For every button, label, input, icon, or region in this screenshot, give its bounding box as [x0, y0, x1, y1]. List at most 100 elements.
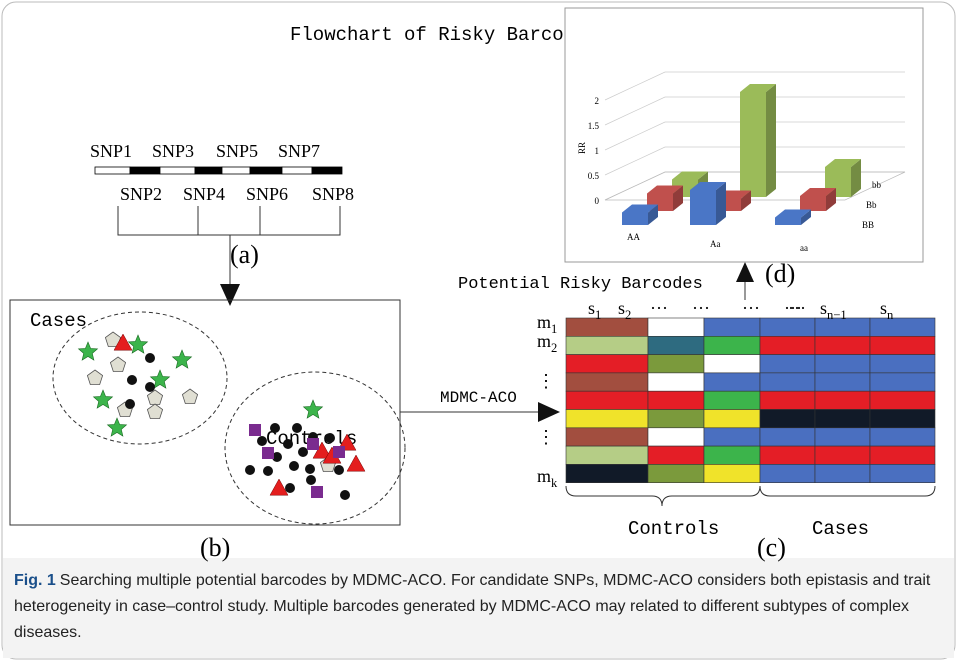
x-tick-label: AA: [627, 232, 640, 242]
column-label-main: ···: [692, 298, 710, 318]
bar-front: [800, 196, 826, 211]
y-tick-label: 0: [595, 196, 600, 206]
column-label-main: s: [820, 298, 827, 318]
panel-label: (d): [765, 259, 795, 288]
column-label-main: ···: [742, 298, 760, 318]
barcode-cell: [704, 428, 760, 446]
snp-segment: [312, 167, 342, 174]
barcode-cell: [704, 464, 760, 482]
column-label-main: s: [618, 298, 625, 318]
dot: [283, 439, 293, 449]
barcode-cell: [566, 410, 648, 428]
snp-label: SNP6: [246, 184, 288, 204]
dot: [334, 465, 344, 475]
column-label: ···: [788, 298, 806, 318]
barcode-cell: [815, 446, 870, 464]
y-tick-label: 2: [595, 96, 600, 106]
snp-segment: [160, 167, 195, 174]
barcode-cell: [566, 391, 648, 409]
row-label-sub: k: [551, 476, 558, 490]
bar-side: [766, 84, 776, 197]
barcode-cell: [760, 336, 815, 354]
y-tick-label: 0.5: [588, 171, 600, 181]
diagram: Flowchart of Risky Barcode analysis SNP1…: [0, 0, 958, 662]
barcode-cell: [704, 410, 760, 428]
barcode-cell: [704, 373, 760, 391]
barcode-cell: [566, 336, 648, 354]
dot: [145, 353, 155, 363]
barcode-cell: [760, 373, 815, 391]
barcode-cell: [648, 446, 704, 464]
snp-segment: [195, 167, 222, 174]
barcode-cell: [648, 391, 704, 409]
barcode-cell: [870, 355, 935, 373]
snp-label: SNP5: [216, 141, 258, 161]
barcode-cell: [760, 464, 815, 482]
dot: [245, 465, 255, 475]
barcode-cell: [648, 336, 704, 354]
depth-label: Bb: [866, 200, 877, 210]
row-label: ⋮: [537, 427, 555, 447]
dot: [306, 475, 316, 485]
dot: [270, 423, 280, 433]
barcode-cell: [870, 336, 935, 354]
x-tick-label: aa: [800, 243, 808, 253]
barcode-cell: [566, 373, 648, 391]
barcode-cell: [815, 355, 870, 373]
method-label: MDMC-ACO: [440, 389, 517, 407]
column-label-sub: n−1: [827, 308, 847, 322]
barcode-cell: [566, 428, 648, 446]
depth-label: bb: [872, 180, 882, 190]
barcode-cell: [815, 410, 870, 428]
barcode-cell: [760, 410, 815, 428]
barcode-cell: [870, 391, 935, 409]
dot: [305, 464, 315, 474]
snp-label: SNP7: [278, 141, 320, 161]
barcode-cell: [870, 428, 935, 446]
column-label: ···: [692, 298, 710, 318]
barcode-cell: [815, 428, 870, 446]
square: [333, 446, 345, 458]
snp-segment: [95, 167, 130, 174]
snp-label: SNP8: [312, 184, 354, 204]
depth-label: BB: [862, 220, 874, 230]
row-label-sub: 2: [551, 341, 557, 355]
bar-front: [775, 218, 801, 226]
group-label: Cases: [812, 518, 869, 540]
panel-label: (b): [200, 533, 230, 562]
snp-segment: [282, 167, 312, 174]
barcode-cell: [648, 428, 704, 446]
caption: Fig. 1Searching multiple potential barco…: [14, 568, 939, 646]
column-label-main: s: [588, 298, 595, 318]
dot: [325, 433, 335, 443]
row-label-main: m: [537, 312, 551, 332]
barcode-cell: [815, 336, 870, 354]
snp-segment: [222, 167, 250, 174]
column-label-main: s: [880, 298, 887, 318]
barcode-cell: [815, 464, 870, 482]
snp-segment: [250, 167, 282, 174]
column-label: ···: [742, 298, 760, 318]
barcode-cell: [870, 464, 935, 482]
column-label: ···: [650, 298, 668, 318]
barcode-cell: [760, 428, 815, 446]
barcode-cell: [870, 373, 935, 391]
barcode-cell: [704, 355, 760, 373]
square: [307, 438, 319, 450]
dot: [257, 436, 267, 446]
snp-label: SNP3: [152, 141, 194, 161]
square: [249, 424, 261, 436]
y-tick-label: 1.5: [588, 121, 600, 131]
barcode-cell: [760, 355, 815, 373]
column-label-main: ···: [650, 298, 668, 318]
dot: [263, 466, 273, 476]
dot: [340, 490, 350, 500]
barcode-cell: [870, 446, 935, 464]
barcode-cell: [704, 446, 760, 464]
barcode-cell: [760, 446, 815, 464]
snp-label: SNP1: [90, 141, 132, 161]
dot: [145, 382, 155, 392]
barcode-cell: [870, 410, 935, 428]
